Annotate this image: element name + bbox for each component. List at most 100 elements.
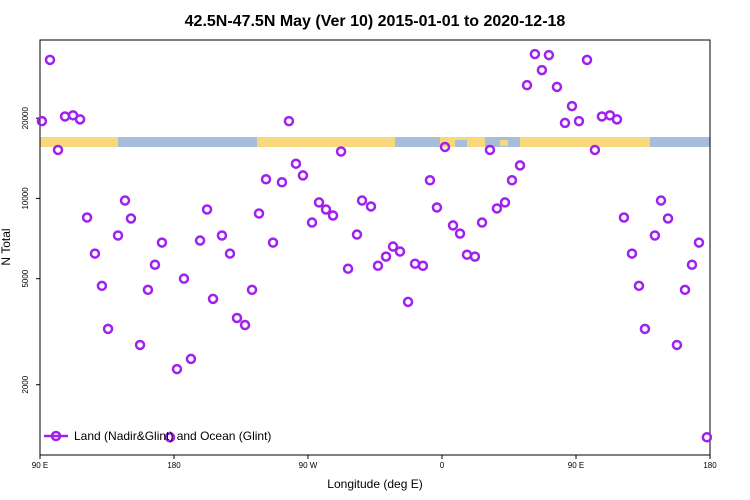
legend-item: Land (Nadir&Glint) and Ocean (Glint)	[44, 429, 271, 443]
data-point	[44, 54, 56, 66]
data-point	[149, 259, 161, 270]
data-point	[671, 339, 683, 351]
data-point	[693, 237, 705, 248]
data-point	[581, 54, 593, 66]
data-point	[662, 213, 674, 224]
y-tick-label: 20000	[21, 107, 30, 130]
data-point	[686, 259, 698, 270]
data-point	[96, 280, 108, 292]
data-point	[424, 175, 436, 186]
data-point	[246, 284, 258, 296]
data-point	[402, 296, 414, 308]
data-point	[639, 323, 651, 335]
legend-marker	[50, 430, 62, 442]
data-point	[380, 251, 392, 262]
data-point	[701, 432, 713, 443]
data-point	[611, 114, 623, 125]
data-point	[439, 141, 451, 153]
data-point	[626, 248, 638, 259]
data-point	[290, 158, 302, 169]
data-point	[417, 260, 429, 272]
data-point	[125, 213, 137, 224]
land-ocean-strip	[40, 137, 710, 147]
data-point	[633, 280, 645, 292]
y-axis-label: N Total	[0, 228, 13, 265]
plot-frame	[39, 39, 711, 456]
data-point	[171, 363, 183, 375]
data-point	[559, 117, 571, 129]
data-point	[521, 79, 533, 91]
data-point	[164, 432, 176, 443]
data-point	[469, 251, 481, 262]
data-point	[351, 229, 363, 240]
data-point	[224, 248, 236, 259]
data-point	[536, 64, 548, 76]
data-point	[320, 204, 332, 215]
data-point	[74, 114, 86, 125]
data-point	[260, 174, 272, 185]
data-point	[283, 115, 295, 127]
data-point	[365, 201, 377, 212]
data-point	[216, 230, 228, 241]
data-point	[156, 237, 168, 248]
data-point	[89, 248, 101, 259]
chart-title: 42.5N-47.5N May (Ver 10) 2015-01-01 to 2…	[185, 13, 566, 30]
y-tick-label: 5000	[21, 269, 30, 287]
data-point	[543, 49, 555, 61]
data-point	[589, 144, 601, 156]
data-point	[356, 195, 368, 206]
data-point	[618, 212, 630, 223]
data-point	[36, 115, 48, 127]
x-tick-label: 90 E	[32, 461, 48, 470]
data-point	[372, 260, 384, 272]
data-point	[342, 263, 354, 274]
data-point	[476, 217, 488, 228]
data-point	[313, 197, 325, 208]
data-point	[276, 177, 288, 188]
data-point	[573, 115, 585, 127]
x-tick-label: 180	[703, 461, 717, 470]
data-point	[551, 81, 563, 93]
data-point	[491, 203, 503, 214]
data-point	[484, 144, 496, 156]
data-point	[596, 111, 608, 122]
data-point	[679, 284, 691, 296]
x-axis-label: Longitude (deg E)	[327, 477, 422, 491]
data-point	[239, 319, 251, 331]
data-point	[102, 323, 114, 335]
data-point	[52, 144, 64, 156]
y-tick-label: 10000	[21, 187, 30, 210]
data-point	[335, 146, 347, 157]
data-point	[194, 235, 206, 246]
data-point	[529, 48, 541, 60]
data-point	[185, 353, 197, 365]
data-point	[394, 246, 406, 257]
data-point	[327, 210, 339, 221]
data-point	[566, 100, 578, 112]
data-point	[231, 312, 243, 324]
data-point	[387, 241, 399, 252]
data-point	[655, 195, 667, 206]
x-tick-label: 180	[167, 461, 181, 470]
data-point	[134, 339, 146, 351]
data-point	[306, 217, 318, 228]
data-point	[649, 230, 661, 241]
data-point	[178, 273, 190, 284]
x-tick-label: 0	[440, 461, 445, 470]
x-tick-label: 90 W	[299, 461, 318, 470]
legend-label: Land (Nadir&Glint) and Ocean (Glint)	[74, 429, 271, 443]
data-point	[207, 293, 219, 305]
data-point	[506, 175, 518, 186]
data-point	[514, 160, 526, 171]
data-point	[112, 230, 124, 241]
data-point	[431, 202, 443, 213]
data-point	[447, 220, 459, 231]
x-tick-label: 90 E	[568, 461, 584, 470]
y-tick-label: 2000	[21, 375, 30, 393]
data-point	[499, 197, 511, 208]
data-point	[201, 204, 213, 215]
data-point	[119, 195, 131, 206]
data-point	[253, 208, 265, 219]
data-point	[142, 284, 154, 296]
